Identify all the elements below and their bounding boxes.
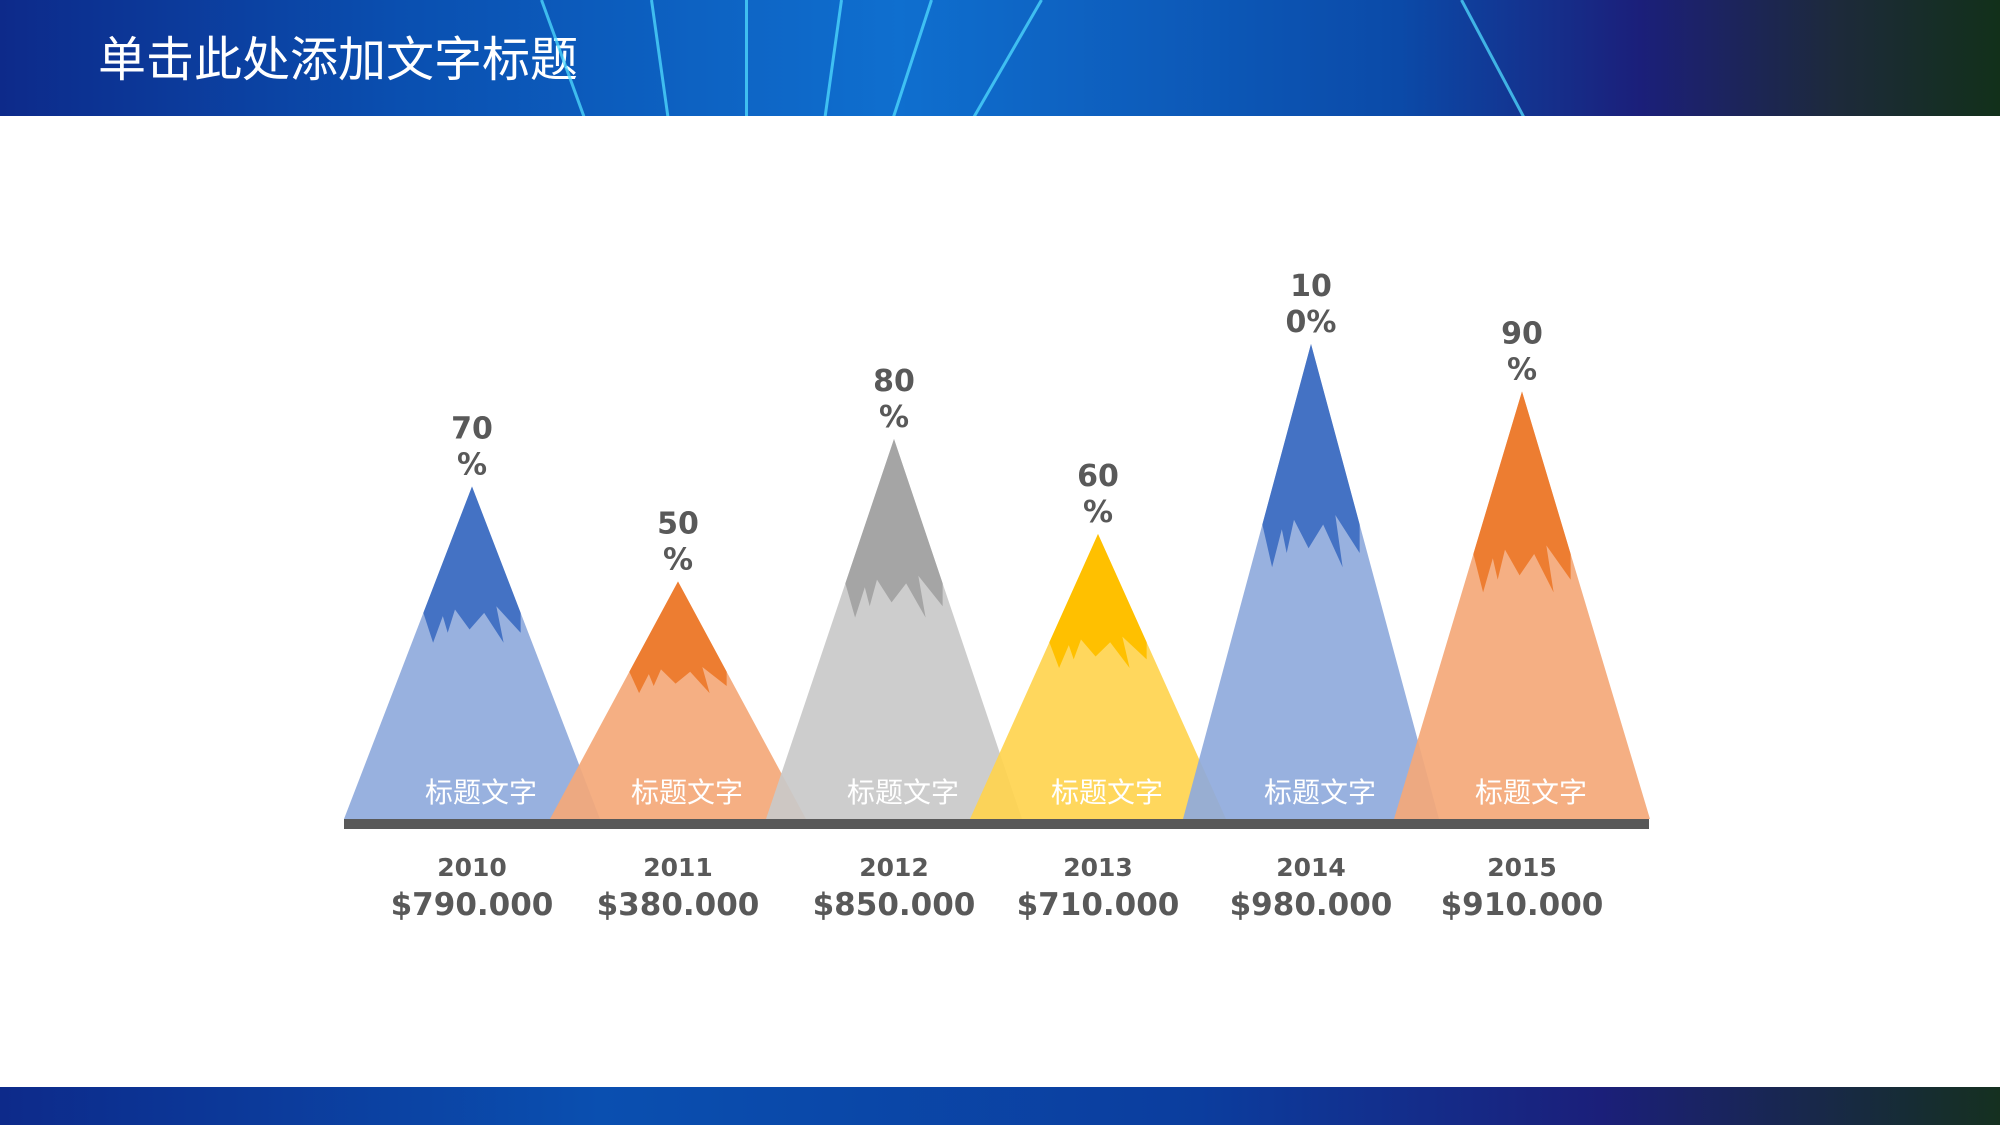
year-label: 2014	[1276, 853, 1346, 882]
mountain-title-label: 标题文字	[1475, 776, 1587, 809]
mountain-cap	[423, 486, 521, 643]
mountain-cap	[1262, 344, 1360, 568]
mountain-title-label: 标题文字	[425, 776, 537, 809]
mountain-body	[550, 581, 806, 819]
mountain-body	[1394, 391, 1650, 819]
amount-label: $790.000	[391, 887, 554, 923]
amount-label: $850.000	[813, 887, 976, 923]
percent-label: 10	[1290, 269, 1332, 304]
percent-label: 70	[451, 412, 493, 447]
mountain-body	[766, 439, 1022, 819]
year-label: 2012	[859, 853, 929, 882]
amount-label: $980.000	[1230, 887, 1393, 923]
amount-label: $380.000	[597, 887, 760, 923]
year-label: 2013	[1063, 853, 1133, 882]
header-banner: 单击此处添加文字标题	[0, 0, 2000, 116]
percent-label: %	[1083, 495, 1113, 530]
mountain-title-label: 标题文字	[1051, 776, 1163, 809]
percent-label: %	[457, 448, 487, 483]
mountain-body	[970, 534, 1226, 819]
mountain-cap	[845, 439, 943, 618]
mountain-title-label: 标题文字	[847, 776, 959, 809]
baseline-bar	[344, 819, 1649, 829]
mountain-title-label: 标题文字	[1264, 776, 1376, 809]
mountain-title-label: 标题文字	[631, 776, 743, 809]
percent-label: 60	[1077, 459, 1119, 494]
mountain-cap	[1049, 534, 1147, 668]
percent-label: %	[663, 543, 693, 578]
mountain-body	[1183, 344, 1439, 819]
year-label: 2015	[1487, 853, 1557, 882]
mountain-body	[344, 486, 600, 819]
mountain-cap	[1473, 391, 1571, 593]
year-label: 2010	[437, 853, 507, 882]
amount-label: $710.000	[1017, 887, 1180, 923]
percent-label: 90	[1501, 317, 1543, 352]
percent-label: %	[879, 400, 909, 435]
percent-label: %	[1507, 353, 1537, 388]
page-title: 单击此处添加文字标题	[98, 32, 579, 88]
percent-label: 50	[657, 507, 699, 542]
year-label: 2011	[643, 853, 713, 882]
footer-banner	[0, 1087, 2000, 1125]
mountain-cap	[629, 581, 727, 694]
percent-label: 80	[873, 364, 915, 399]
amount-label: $910.000	[1441, 887, 1604, 923]
percent-label: 0%	[1286, 305, 1337, 340]
light-ray	[745, 0, 748, 116]
